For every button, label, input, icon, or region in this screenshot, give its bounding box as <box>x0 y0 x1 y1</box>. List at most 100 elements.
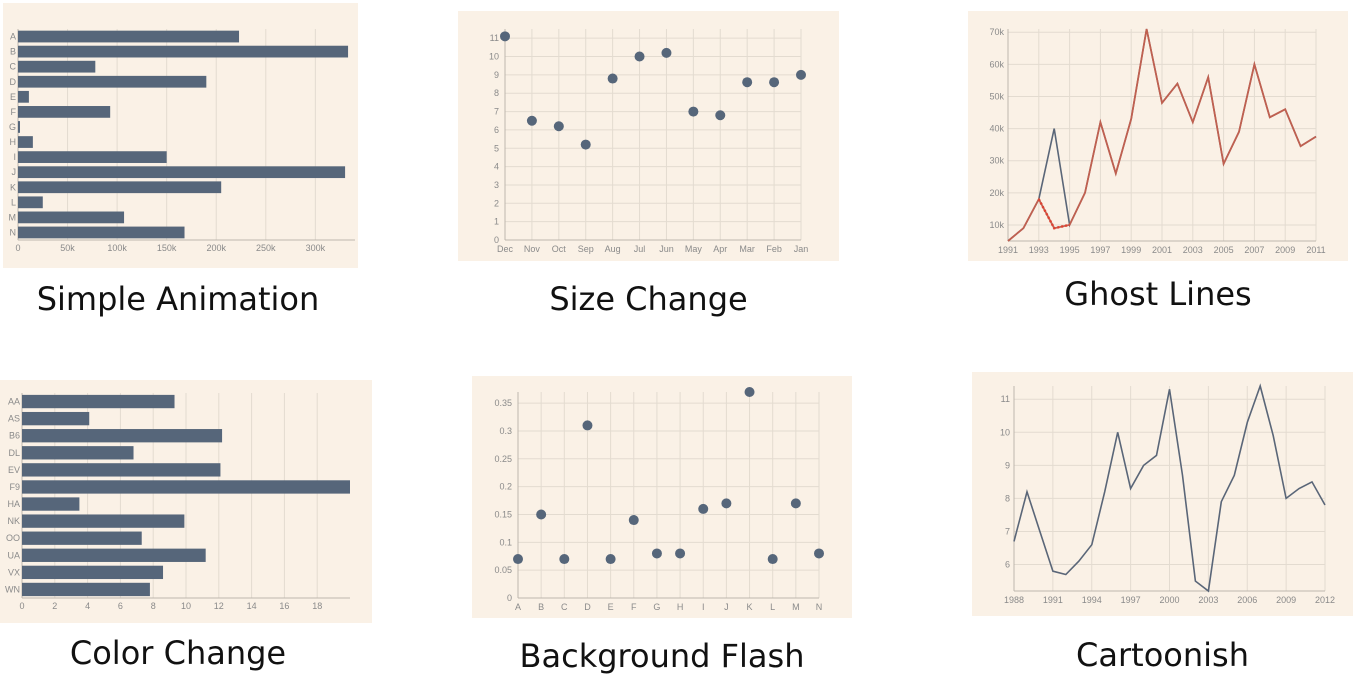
caption-color-change: Color Change <box>69 634 287 672</box>
chart-size-change: Dec Nov Oct Sep Aug Jul Jun May Apr Mar Feb Jan 0 1 2 3… <box>458 11 839 261</box>
y-tick-label: B <box>10 47 16 57</box>
x-tick-label: L <box>770 602 775 612</box>
series-line <box>1013 383 1326 593</box>
y-tick-label: 30k <box>989 156 1004 166</box>
x-tick-label: Jun <box>659 244 674 254</box>
y-tick-label: 40k <box>989 124 1004 134</box>
x-tick-label: 2009 <box>1275 245 1295 255</box>
x-tick-label: 12 <box>214 601 224 611</box>
x-tick-label: Jan <box>794 244 809 254</box>
x-tick-label: 18 <box>312 601 322 611</box>
x-tick-label: 4 <box>85 601 90 611</box>
y-tick-label: 9 <box>1005 460 1010 470</box>
line-chart-cartoonish: 1988 1991 1994 1997 2000 2003 2006 2009 2012 6 7 8 9… <box>1000 383 1335 605</box>
bar <box>18 30 240 43</box>
y-tick-label: I <box>13 152 16 162</box>
bar <box>18 90 29 103</box>
y-tick-label: DL <box>8 448 20 458</box>
x-tick-label: K <box>747 602 753 612</box>
x-tick-label: Feb <box>766 244 782 254</box>
y-tick-label: AS <box>8 414 20 424</box>
bar <box>22 463 221 477</box>
x-tick-label: Apr <box>713 244 727 254</box>
y-tick-label: VX <box>8 567 20 577</box>
scatter-chart-2: A B C D E F G H I J K L M N 0 0.05 0.1 0.15 0.2 0.25 0.3 0.35 <box>494 387 824 612</box>
chart-ghost-lines: 1991 1993 1995 1997 1999 2001 2003 2005 2007 2009… <box>968 11 1348 261</box>
y-tick-label: G <box>9 122 16 132</box>
x-tick-label: 250k <box>256 243 276 253</box>
x-tick-label: 2005 <box>1214 245 1234 255</box>
y-tick-label: 1 <box>494 217 499 227</box>
bar <box>18 226 185 239</box>
point <box>580 139 591 150</box>
y-tick-label: WN <box>5 584 20 594</box>
bar <box>18 166 346 179</box>
chart-simple-animation: 0 50k 100k 150k 200k 250k 300k A B C D E F G H I J K L M N <box>3 3 358 268</box>
y-tick-label: D <box>10 77 17 87</box>
x-tick-label: Sep <box>578 244 594 254</box>
y-tick-label: EV <box>8 465 20 475</box>
bar <box>18 75 207 88</box>
x-tick-label: 2009 <box>1276 595 1296 605</box>
x-tick-label: 1991 <box>1043 595 1063 605</box>
x-tick-label: 1994 <box>1082 595 1102 605</box>
line-chart-ghost: 1991 1993 1995 1997 1999 2001 2003 2005 2007 2009… <box>989 27 1325 255</box>
y-tick-label: 70k <box>989 27 1004 37</box>
y-tick-label: 9 <box>494 70 499 80</box>
y-tick-label: 20k <box>989 188 1004 198</box>
bar <box>22 565 164 580</box>
x-tick-label: M <box>792 602 800 612</box>
y-tick-label: N <box>10 227 17 237</box>
x-tick-label: I <box>702 602 705 612</box>
x-tick-label: 1995 <box>1060 245 1080 255</box>
x-tick-label: 2003 <box>1198 595 1218 605</box>
bar <box>22 446 134 460</box>
y-tick-label: 11 <box>1001 394 1010 404</box>
chart-background-flash: A B C D E F G H I J K L M N 0 0.05 0.1 0.15 0.2 0.25 0.3 0.35 <box>472 376 852 618</box>
x-tick-label: 150k <box>157 243 177 253</box>
point <box>698 503 709 514</box>
bar <box>22 582 150 597</box>
y-tick-label: B6 <box>9 431 20 441</box>
point <box>744 387 755 397</box>
x-tick-label: Jul <box>634 244 646 254</box>
x-tick-label: 1991 <box>998 245 1018 255</box>
point <box>536 509 547 520</box>
y-tick-label: 2 <box>494 198 499 208</box>
x-tick-label: 1988 <box>1004 595 1024 605</box>
y-tick-label: 10k <box>989 220 1004 230</box>
bar <box>22 394 175 409</box>
x-tick-label: Mar <box>739 244 755 254</box>
x-tick-label: 16 <box>279 601 289 611</box>
y-tick-label: K <box>10 182 16 192</box>
y-tick-label: 7 <box>1005 526 1010 536</box>
x-tick-label: 6 <box>118 601 123 611</box>
y-tick-label: HA <box>7 499 20 509</box>
x-tick-label: 100k <box>107 243 127 253</box>
bar-chart-2: 0 2 4 6 8 10 12 14 16 18 AA AS B6 DL EV F9 HA NK OO UA VX WN <box>5 393 350 611</box>
chart-color-change: 0 2 4 6 8 10 12 14 16 18 AA AS B6 DL EV F9 HA NK OO UA VX WN <box>0 380 372 623</box>
y-tick-label: M <box>9 212 17 222</box>
y-tick-label: H <box>10 137 17 147</box>
y-tick-label: 11 <box>490 33 499 43</box>
y-tick-label: 0.25 <box>494 454 512 464</box>
x-tick-label: J <box>724 602 729 612</box>
point <box>634 51 645 62</box>
bar <box>18 121 20 133</box>
x-tick-label: 2000 <box>1159 595 1179 605</box>
x-tick-label: 1999 <box>1121 245 1141 255</box>
y-tick-label: L <box>11 197 16 207</box>
y-tick-label: 10 <box>489 52 499 62</box>
bar <box>18 60 96 73</box>
x-tick-label: B <box>538 602 544 612</box>
x-tick-label: Oct <box>552 244 567 254</box>
point <box>796 69 806 80</box>
x-tick-label: N <box>816 602 823 612</box>
x-tick-label: May <box>685 244 703 254</box>
x-tick-label: 0 <box>15 243 20 253</box>
x-tick-label: 2003 <box>1183 245 1203 255</box>
point <box>767 554 778 565</box>
point <box>675 548 686 559</box>
y-tick-label: NK <box>7 516 20 526</box>
